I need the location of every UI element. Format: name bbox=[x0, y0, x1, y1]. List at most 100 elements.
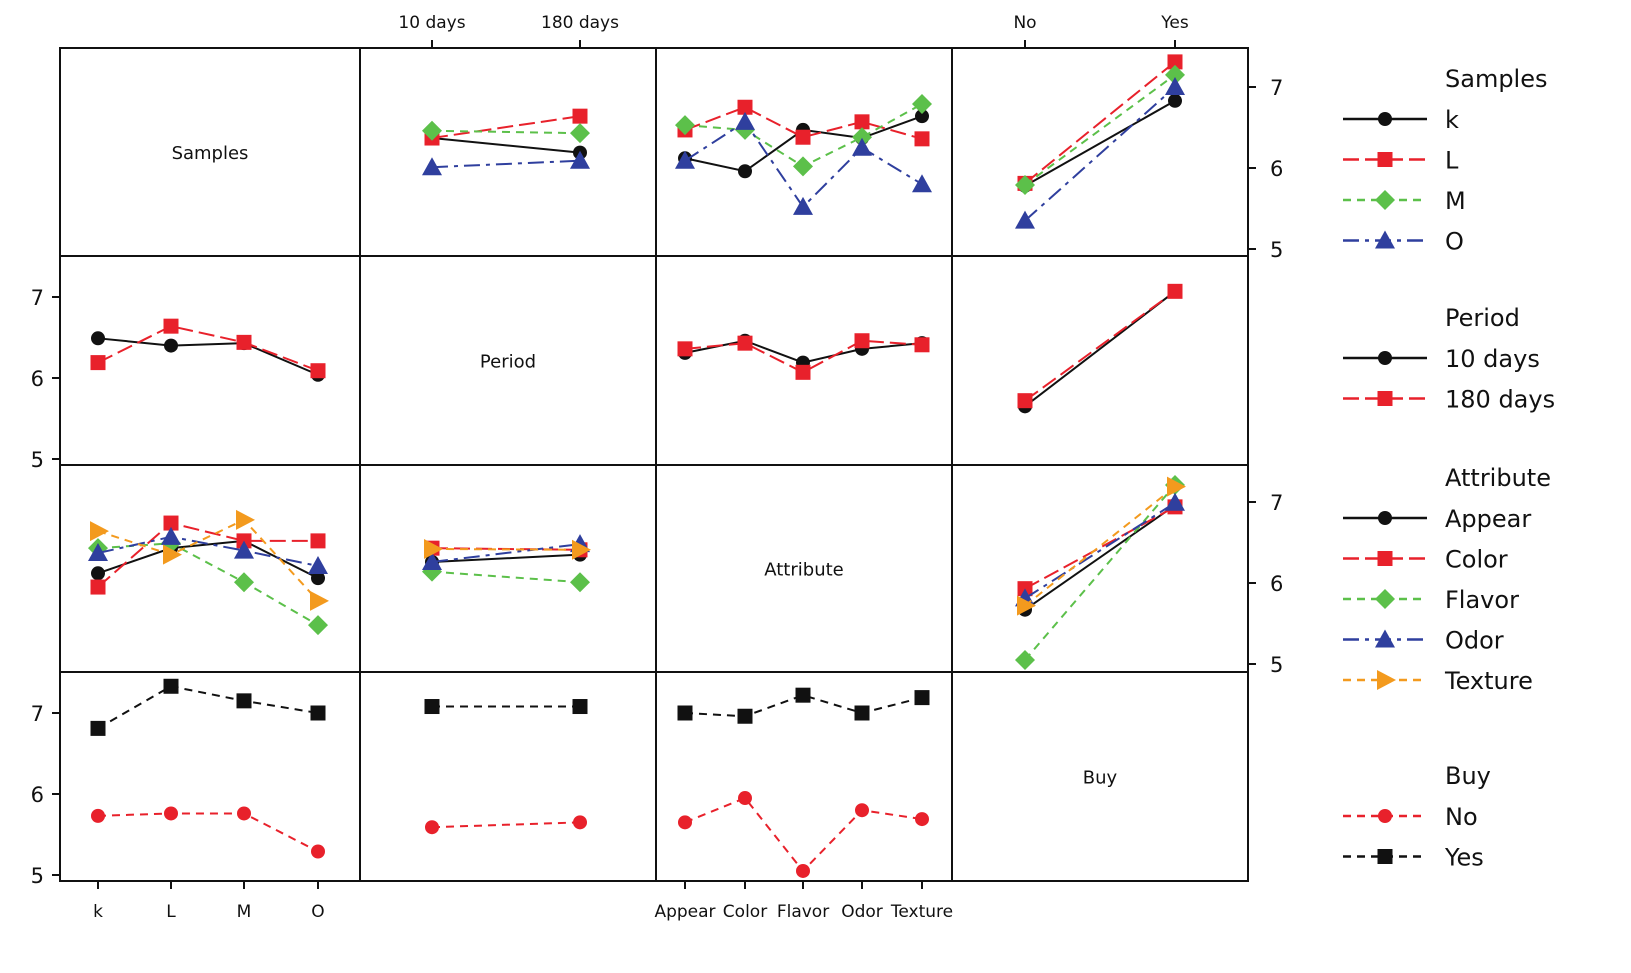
data-point-180-days bbox=[677, 341, 693, 357]
series-line-flavor bbox=[1024, 484, 1176, 661]
x-tick-label: 180 days bbox=[541, 13, 619, 33]
data-point-m bbox=[1015, 175, 1035, 196]
diagonal-factor-label: Period bbox=[480, 352, 536, 373]
data-point-k bbox=[738, 164, 752, 179]
panel-period-by-samples bbox=[90, 318, 326, 382]
panel-samples-by-buy bbox=[1015, 54, 1185, 229]
data-point-no bbox=[796, 863, 810, 878]
data-point-flavor bbox=[234, 572, 254, 593]
series-line-o bbox=[431, 159, 581, 169]
diagonal-factor-label: Attribute bbox=[764, 560, 843, 581]
data-point-texture bbox=[1167, 476, 1186, 497]
legend-buy: Buy No Yes bbox=[1343, 762, 1491, 872]
series-line-m bbox=[431, 129, 581, 135]
data-point-l bbox=[795, 129, 811, 145]
legend-item-label: No bbox=[1445, 803, 1478, 831]
series-line-color bbox=[1024, 505, 1176, 590]
data-point-o bbox=[675, 150, 695, 169]
series-line-180-days bbox=[1024, 290, 1176, 402]
legend-item-label: O bbox=[1445, 228, 1464, 256]
series-line-odor bbox=[431, 543, 581, 563]
data-point-flavor bbox=[1015, 649, 1035, 670]
data-point-m bbox=[852, 127, 872, 148]
panel-attribute-by-buy bbox=[1015, 474, 1186, 670]
data-point-no bbox=[425, 820, 439, 835]
data-point-m bbox=[912, 94, 932, 115]
x-tick-label: Yes bbox=[1160, 13, 1189, 33]
series-line-odor bbox=[1024, 501, 1176, 600]
data-point-o bbox=[422, 157, 442, 176]
legend-marker-square bbox=[1377, 152, 1393, 167]
x-tick-label: Appear bbox=[654, 902, 715, 922]
panel-samples-by-attribute bbox=[675, 94, 932, 215]
data-point-l bbox=[914, 131, 930, 147]
data-point-180-days bbox=[310, 363, 326, 379]
data-point-odor bbox=[308, 555, 328, 574]
series-line-k bbox=[431, 137, 581, 154]
legend-item-label: 180 days bbox=[1445, 386, 1555, 414]
data-point-yes bbox=[677, 705, 693, 721]
legend-marker-diamond bbox=[1375, 190, 1395, 210]
legend-marker-diamond bbox=[1375, 589, 1395, 609]
data-point-yes bbox=[737, 708, 753, 724]
y-tick-label: 6 bbox=[1270, 572, 1283, 596]
series-line-color bbox=[97, 521, 318, 588]
data-point-odor bbox=[161, 526, 181, 545]
data-point-flavor bbox=[308, 615, 328, 636]
x-tick-label: O bbox=[311, 902, 324, 922]
legend-item-label: Odor bbox=[1445, 627, 1504, 655]
data-point-no bbox=[678, 815, 692, 830]
legend-marker-circle bbox=[1378, 511, 1392, 525]
x-tick-label: Texture bbox=[890, 902, 953, 922]
data-point-m bbox=[570, 123, 590, 144]
data-point-180-days bbox=[236, 334, 252, 350]
data-point-180-days bbox=[737, 335, 753, 351]
legend-period: Period 10 days 180 days bbox=[1343, 304, 1555, 414]
legend-item-label: 10 days bbox=[1445, 345, 1540, 373]
data-point-o bbox=[912, 174, 932, 193]
x-tick-label: L bbox=[166, 902, 176, 922]
x-tick-label: No bbox=[1013, 13, 1036, 33]
data-point-l bbox=[1167, 54, 1183, 70]
data-point-yes bbox=[572, 699, 588, 715]
data-point-m bbox=[1165, 64, 1185, 85]
data-point-yes bbox=[90, 720, 106, 736]
legend-marker-circle bbox=[1378, 351, 1392, 365]
legend-title: Attribute bbox=[1445, 464, 1551, 492]
legend-item-label: Flavor bbox=[1445, 586, 1519, 614]
data-point-k bbox=[915, 109, 929, 124]
data-point-l bbox=[572, 108, 588, 124]
legend-marker-square bbox=[1377, 391, 1393, 406]
y-tick-label: 5 bbox=[1270, 238, 1283, 262]
panel-samples-by-period bbox=[422, 108, 590, 176]
panel-buy-by-attribute bbox=[677, 687, 930, 878]
legend-attribute: Attribute Appear Color Flavor Odor Texture bbox=[1343, 464, 1551, 695]
data-point-yes bbox=[236, 693, 252, 709]
data-point-10-days bbox=[164, 338, 178, 353]
legend-item-label: Color bbox=[1445, 546, 1508, 574]
series-line-10-days bbox=[97, 337, 319, 376]
legend-item-label: Texture bbox=[1444, 667, 1533, 695]
x-tick-label: k bbox=[93, 902, 103, 922]
data-point-texture bbox=[424, 538, 443, 559]
series-line-m bbox=[1024, 74, 1176, 186]
data-point-odor bbox=[234, 540, 254, 559]
data-point-texture bbox=[1017, 595, 1036, 616]
data-point-180-days bbox=[1017, 393, 1033, 409]
series-line-appear bbox=[1024, 504, 1176, 611]
series-line-odor bbox=[97, 535, 319, 567]
data-point-appear bbox=[91, 566, 105, 581]
series-line-l bbox=[684, 106, 923, 140]
panel-period-by-buy bbox=[1017, 283, 1183, 414]
data-point-o bbox=[570, 150, 590, 169]
legend-marker-triangle-right bbox=[1377, 670, 1396, 690]
data-point-yes bbox=[163, 678, 179, 694]
series-line-k bbox=[1024, 99, 1176, 187]
data-point-color bbox=[90, 579, 106, 595]
panel-period-by-attribute bbox=[677, 333, 930, 380]
y-tick-label: 6 bbox=[1270, 157, 1283, 181]
y-tick-label: 5 bbox=[1270, 653, 1283, 677]
diagonal-factor-label: Samples bbox=[172, 143, 249, 164]
data-point-color bbox=[163, 515, 179, 531]
